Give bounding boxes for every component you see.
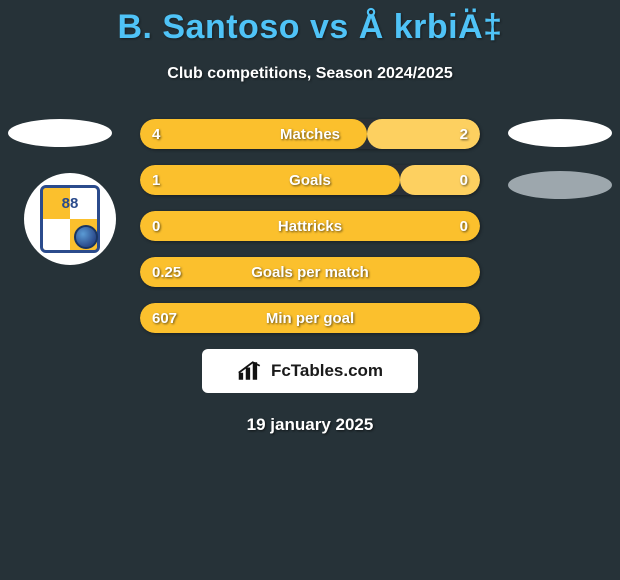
stat-bar-right-fill <box>400 165 480 195</box>
club-badge-number: 88 <box>24 195 116 212</box>
stat-bar-left-fill <box>140 257 480 287</box>
attribution-box: FcTables.com <box>202 349 418 393</box>
stat-bar-row: 00Hattricks <box>140 211 480 241</box>
player-right-placeholder-2 <box>508 171 612 199</box>
stat-bar-left-fill <box>140 211 480 241</box>
stat-bar-row: 607Min per goal <box>140 303 480 333</box>
stat-bar-left-fill <box>140 119 367 149</box>
stat-bar-row: 0.25Goals per match <box>140 257 480 287</box>
subtitle: Club competitions, Season 2024/2025 <box>0 65 620 83</box>
player-left-placeholder <box>8 119 112 147</box>
stat-bar-right-fill <box>367 119 480 149</box>
stat-bars: 42Matches 10Goals 00Hattricks 0.25Goals per… <box>140 119 480 333</box>
player-right-placeholder-1 <box>508 119 612 147</box>
club-badge: 88 <box>24 173 116 265</box>
page-title: B. Santoso vs Å krbiÄ‡ <box>0 0 620 47</box>
comparison-panel: 88 42Matches 10Goals 00Hattricks 0.25Goals … <box>0 119 620 435</box>
stat-bar-left-fill <box>140 165 400 195</box>
attribution-text: FcTables.com <box>271 361 383 381</box>
soccer-ball-icon <box>74 225 98 249</box>
stat-bar-row: 10Goals <box>140 165 480 195</box>
stat-bar-row: 42Matches <box>140 119 480 149</box>
bar-chart-icon <box>237 360 265 382</box>
snapshot-date: 19 january 2025 <box>0 415 620 435</box>
stat-bar-left-fill <box>140 303 480 333</box>
